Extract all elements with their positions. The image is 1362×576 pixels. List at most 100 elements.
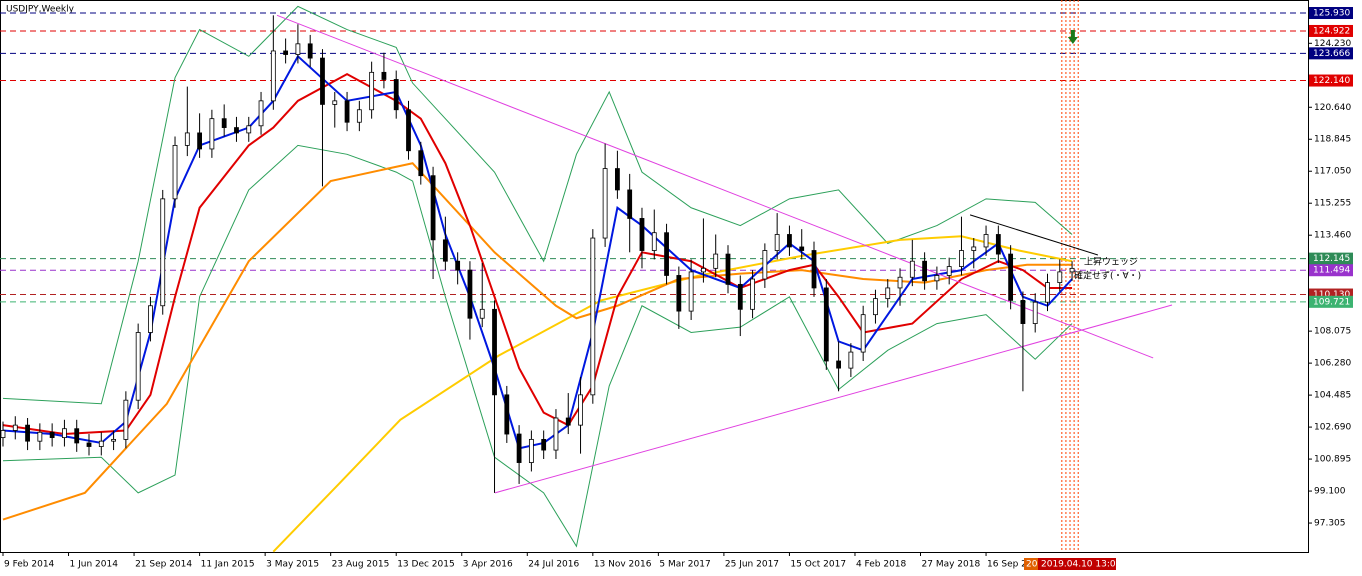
candle-body [135,332,141,401]
candle-body [578,394,583,426]
annotation: 確定せず(・∀・) [1074,270,1141,282]
candle-body [369,71,375,111]
y-tick-label: 117.050 [1314,167,1351,177]
candle-body [664,232,669,276]
indicator-line [2,144,1073,548]
x-tick-label: 16 Sep 2018 [987,560,1044,570]
candle-body [1008,253,1014,301]
candle-body [467,269,473,319]
plot-frame [0,0,1309,553]
candle-body [393,79,399,111]
candle-body [1045,282,1050,303]
candle-body [111,438,116,442]
candle-body [946,266,952,276]
level-label: 109.721 [1313,297,1350,307]
candle-body [860,314,866,353]
x-tick-label: 27 May 2018 [922,560,981,570]
candle-body [332,100,338,105]
candle-body [221,118,227,128]
candle-body [602,168,608,239]
level-label-bg [1309,24,1353,37]
candle-body [258,100,264,127]
candle-body [356,109,362,123]
candle-body [160,198,166,307]
trend-line [276,14,1154,359]
level-label-bg [1309,295,1353,308]
x-tick-label: 11 Jan 2015 [201,560,255,570]
candle-body [246,125,252,134]
candle-body [148,305,153,333]
trend-line [969,214,1099,256]
candle-body [307,43,313,59]
candle-body [209,118,215,150]
candle-body [479,308,485,319]
candle-body [0,430,6,439]
candle-body [934,275,940,282]
candle-body [541,438,547,451]
y-tick-label: 115.255 [1314,199,1351,209]
candle-body [320,57,325,105]
level-label: 111.494 [1313,266,1350,276]
level-label-bg [1309,7,1353,20]
x-tick-label: 25 Jun 2017 [725,560,779,570]
level-label-bg [1309,264,1353,277]
candle-body [62,428,67,439]
candle-body [713,253,719,269]
candle-body [971,246,977,251]
candle-body [627,189,633,219]
candle-body [418,150,424,177]
candle-body [74,428,80,444]
level-label-bg [1309,74,1353,87]
candle-body [528,438,534,463]
candle-body [565,417,571,426]
candle-body [651,232,657,251]
indicator-line [272,235,1073,553]
candle-body [811,250,817,289]
candle-body [123,399,129,440]
y-tick-label: 118.845 [1314,135,1351,145]
chart-title: USDJPY,Weekly [6,5,75,15]
candle-body [516,433,522,463]
x-tick-label: 4 Feb 2018 [856,560,907,570]
candle-body [492,308,497,396]
candle-body [455,260,461,271]
candle-body [725,253,731,285]
y-tick-label: 104.485 [1314,391,1351,401]
candle-body [922,260,928,282]
arrow-marker [1067,30,1078,45]
annotation: 上昇ウェッジ [1084,257,1138,268]
candle-body [774,234,780,251]
candle-body [823,287,829,362]
candle-body [909,260,915,278]
level-label: 124.922 [1313,26,1350,36]
candle-body [442,239,448,262]
y-tick-label: 102.690 [1314,423,1351,433]
x-tick-label: 5 Mar 2017 [659,560,710,570]
y-tick-label: 100.895 [1314,455,1351,465]
candle-body [234,127,239,134]
y-tick-label: 113.460 [1314,231,1351,241]
level-label-bg [1309,252,1353,265]
candle-body [406,109,411,152]
candle-body [12,424,18,431]
candle-body [25,424,30,442]
candle-body [762,250,768,280]
x-tick-label: 3 May 2015 [266,560,319,570]
candle-body [344,100,350,123]
x-tick-label: 23 Aug 2015 [332,560,390,570]
x-tick-label: 13 Nov 2016 [594,560,652,570]
candle-body [1032,301,1038,324]
x-tick-label: 3 Apr 2016 [463,560,513,570]
x-tick-label: 13 Dec 2015 [397,560,455,570]
x-tick-label: 15 Oct 2017 [790,560,846,570]
candle-body [295,43,301,55]
candle-body [983,234,989,248]
candle-body [49,431,55,439]
candle-body [959,250,964,267]
candle-body [98,440,104,447]
indicator-line [2,5,1073,405]
candle-body [885,287,891,300]
x-tick-label: 9 Feb 2014 [4,560,55,570]
y-tick-label: 108.075 [1314,327,1351,337]
candle-body [184,132,190,146]
